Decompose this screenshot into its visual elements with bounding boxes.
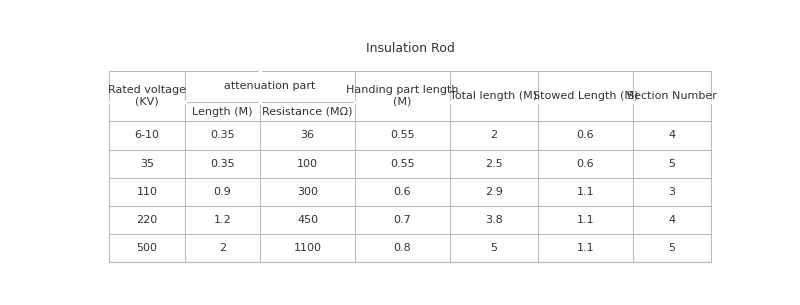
Text: 0.8: 0.8 (394, 243, 411, 253)
Text: Total length (M): Total length (M) (450, 91, 538, 101)
Text: Section Number: Section Number (626, 91, 717, 101)
Text: attenuation part: attenuation part (224, 81, 315, 92)
Text: 36: 36 (301, 131, 314, 140)
Text: 5: 5 (668, 243, 675, 253)
Text: 1.1: 1.1 (577, 243, 594, 253)
Text: 1.1: 1.1 (577, 215, 594, 225)
Text: 1.1: 1.1 (577, 187, 594, 197)
Text: Handing part length
(M): Handing part length (M) (346, 85, 458, 107)
Text: 6-10: 6-10 (134, 131, 159, 140)
Text: 2.9: 2.9 (485, 187, 502, 197)
Text: 2: 2 (490, 131, 498, 140)
Text: 500: 500 (137, 243, 158, 253)
Text: 450: 450 (297, 215, 318, 225)
Text: 0.55: 0.55 (390, 131, 414, 140)
Text: 0.6: 0.6 (577, 131, 594, 140)
Text: Insulation Rod: Insulation Rod (366, 42, 454, 55)
Text: 110: 110 (137, 187, 158, 197)
Text: 2: 2 (219, 243, 226, 253)
Text: 5: 5 (668, 159, 675, 169)
Text: 4: 4 (668, 215, 675, 225)
Text: 300: 300 (297, 187, 318, 197)
Text: 4: 4 (668, 131, 675, 140)
Text: 0.6: 0.6 (577, 159, 594, 169)
Text: 0.35: 0.35 (210, 131, 235, 140)
Text: 0.35: 0.35 (210, 159, 235, 169)
Text: Rated voltage
(KV): Rated voltage (KV) (108, 85, 186, 107)
Text: Stowed Length (M): Stowed Length (M) (533, 91, 638, 101)
Text: 35: 35 (140, 159, 154, 169)
Bar (110, 71, 710, 262)
Text: 3.8: 3.8 (485, 215, 502, 225)
Text: 0.9: 0.9 (214, 187, 231, 197)
Text: 3: 3 (668, 187, 675, 197)
Text: 0.55: 0.55 (390, 159, 414, 169)
Text: 220: 220 (137, 215, 158, 225)
Text: Resistance (MΩ): Resistance (MΩ) (262, 107, 353, 117)
Text: 5: 5 (490, 243, 498, 253)
Text: 1.2: 1.2 (214, 215, 231, 225)
Text: 1100: 1100 (294, 243, 322, 253)
Text: 0.6: 0.6 (394, 187, 411, 197)
Text: 2.5: 2.5 (485, 159, 502, 169)
Text: Length (M): Length (M) (192, 107, 253, 117)
Text: 100: 100 (297, 159, 318, 169)
Text: 0.7: 0.7 (394, 215, 411, 225)
